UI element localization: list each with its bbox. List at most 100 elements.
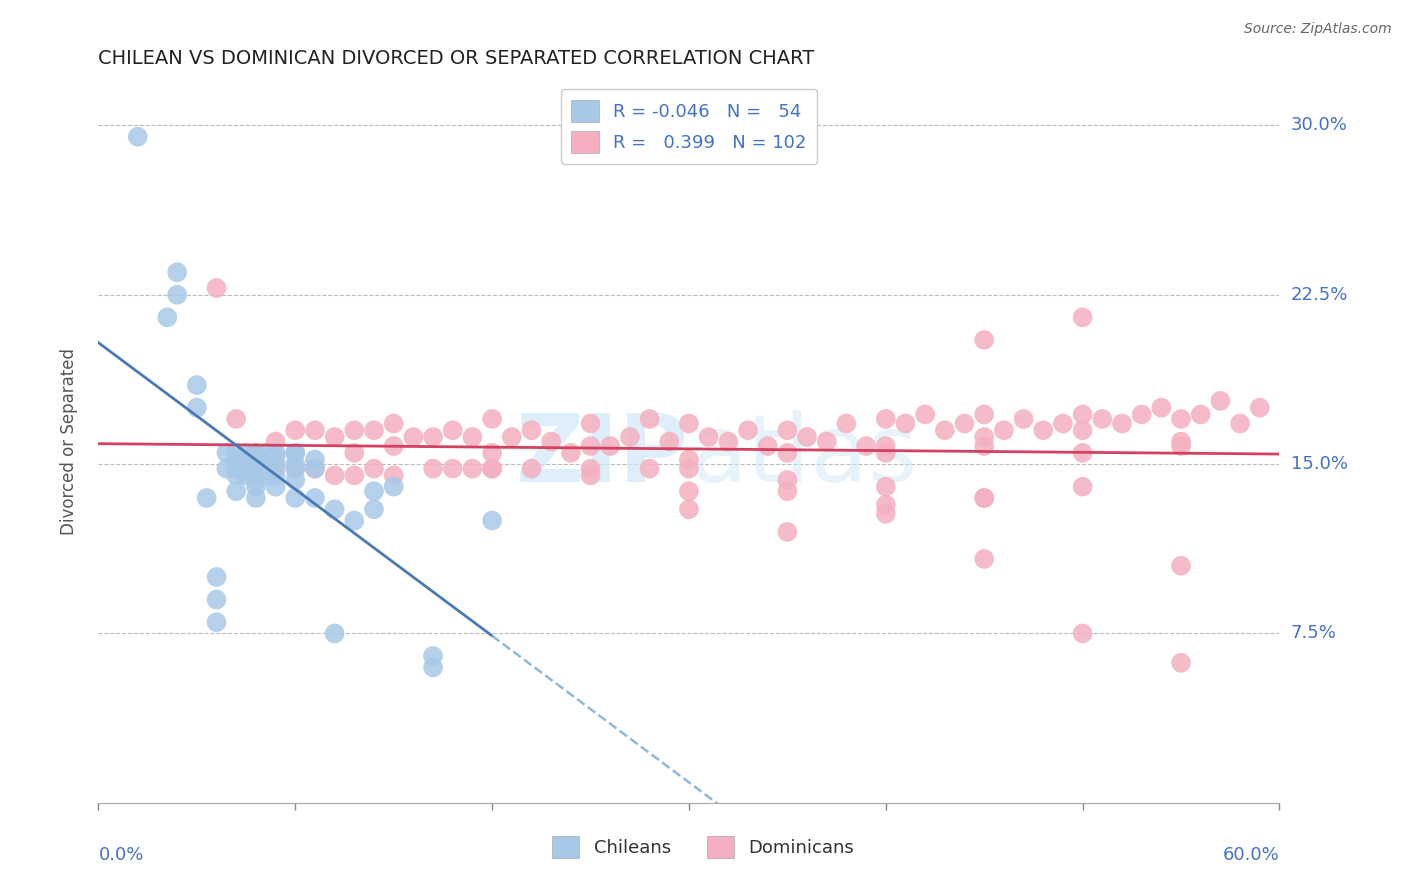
Point bbox=[658, 434, 681, 449]
Point bbox=[382, 480, 405, 494]
Point bbox=[304, 423, 326, 437]
Point bbox=[363, 423, 385, 437]
Point bbox=[678, 417, 700, 431]
Point bbox=[284, 461, 307, 475]
Point bbox=[1170, 439, 1192, 453]
Text: 30.0%: 30.0% bbox=[1291, 117, 1347, 135]
Point bbox=[245, 446, 267, 460]
Legend: R = -0.046   N =   54, R =   0.399   N = 102: R = -0.046 N = 54, R = 0.399 N = 102 bbox=[561, 89, 817, 164]
Text: 22.5%: 22.5% bbox=[1291, 285, 1348, 304]
Point bbox=[225, 446, 247, 460]
Point bbox=[264, 468, 287, 483]
Point bbox=[1209, 393, 1232, 408]
Point bbox=[1032, 423, 1054, 437]
Point bbox=[678, 461, 700, 475]
Point bbox=[599, 439, 621, 453]
Point bbox=[245, 446, 267, 460]
Point bbox=[441, 423, 464, 437]
Point bbox=[323, 468, 346, 483]
Point bbox=[166, 265, 188, 279]
Point bbox=[678, 502, 700, 516]
Point bbox=[875, 446, 897, 460]
Point bbox=[343, 446, 366, 460]
Point bbox=[875, 507, 897, 521]
Point bbox=[796, 430, 818, 444]
Point bbox=[875, 480, 897, 494]
Point bbox=[1071, 408, 1094, 422]
Point bbox=[254, 468, 277, 483]
Text: 7.5%: 7.5% bbox=[1291, 624, 1337, 642]
Point bbox=[235, 446, 257, 460]
Point bbox=[619, 430, 641, 444]
Point bbox=[363, 461, 385, 475]
Point bbox=[382, 468, 405, 483]
Point bbox=[422, 430, 444, 444]
Point bbox=[264, 446, 287, 460]
Point bbox=[481, 514, 503, 528]
Point bbox=[579, 439, 602, 453]
Point bbox=[284, 423, 307, 437]
Point bbox=[205, 281, 228, 295]
Point bbox=[225, 412, 247, 426]
Point bbox=[835, 417, 858, 431]
Point bbox=[914, 408, 936, 422]
Point bbox=[756, 439, 779, 453]
Point bbox=[284, 457, 307, 471]
Text: 0.0%: 0.0% bbox=[98, 847, 143, 864]
Point bbox=[382, 439, 405, 453]
Point bbox=[225, 468, 247, 483]
Point bbox=[284, 461, 307, 475]
Point bbox=[481, 446, 503, 460]
Point bbox=[697, 430, 720, 444]
Point bbox=[973, 552, 995, 566]
Point bbox=[737, 423, 759, 437]
Point bbox=[540, 434, 562, 449]
Point bbox=[422, 648, 444, 663]
Point bbox=[363, 502, 385, 516]
Text: Source: ZipAtlas.com: Source: ZipAtlas.com bbox=[1244, 22, 1392, 37]
Point bbox=[402, 430, 425, 444]
Point bbox=[304, 461, 326, 475]
Point bbox=[1071, 310, 1094, 325]
Point bbox=[1150, 401, 1173, 415]
Point bbox=[264, 450, 287, 465]
Point bbox=[717, 434, 740, 449]
Point bbox=[776, 473, 799, 487]
Point bbox=[245, 461, 267, 475]
Point bbox=[264, 457, 287, 471]
Point bbox=[254, 446, 277, 460]
Point bbox=[776, 423, 799, 437]
Point bbox=[934, 423, 956, 437]
Point bbox=[422, 660, 444, 674]
Point bbox=[205, 615, 228, 630]
Point bbox=[973, 439, 995, 453]
Point bbox=[323, 430, 346, 444]
Point bbox=[1130, 408, 1153, 422]
Point bbox=[343, 514, 366, 528]
Point bbox=[875, 412, 897, 426]
Point bbox=[973, 491, 995, 505]
Point bbox=[323, 502, 346, 516]
Point bbox=[481, 412, 503, 426]
Point bbox=[1170, 412, 1192, 426]
Point bbox=[235, 457, 257, 471]
Point bbox=[235, 468, 257, 483]
Point bbox=[343, 423, 366, 437]
Point bbox=[166, 287, 188, 301]
Point bbox=[264, 480, 287, 494]
Point bbox=[776, 484, 799, 499]
Point bbox=[973, 408, 995, 422]
Point bbox=[264, 434, 287, 449]
Point bbox=[1170, 656, 1192, 670]
Point bbox=[520, 461, 543, 475]
Point bbox=[1052, 417, 1074, 431]
Point bbox=[304, 452, 326, 467]
Point bbox=[245, 457, 267, 471]
Point bbox=[461, 461, 484, 475]
Point bbox=[156, 310, 179, 325]
Point bbox=[973, 333, 995, 347]
Point bbox=[225, 457, 247, 471]
Point bbox=[215, 461, 238, 475]
Text: 60.0%: 60.0% bbox=[1223, 847, 1279, 864]
Point bbox=[1071, 626, 1094, 640]
